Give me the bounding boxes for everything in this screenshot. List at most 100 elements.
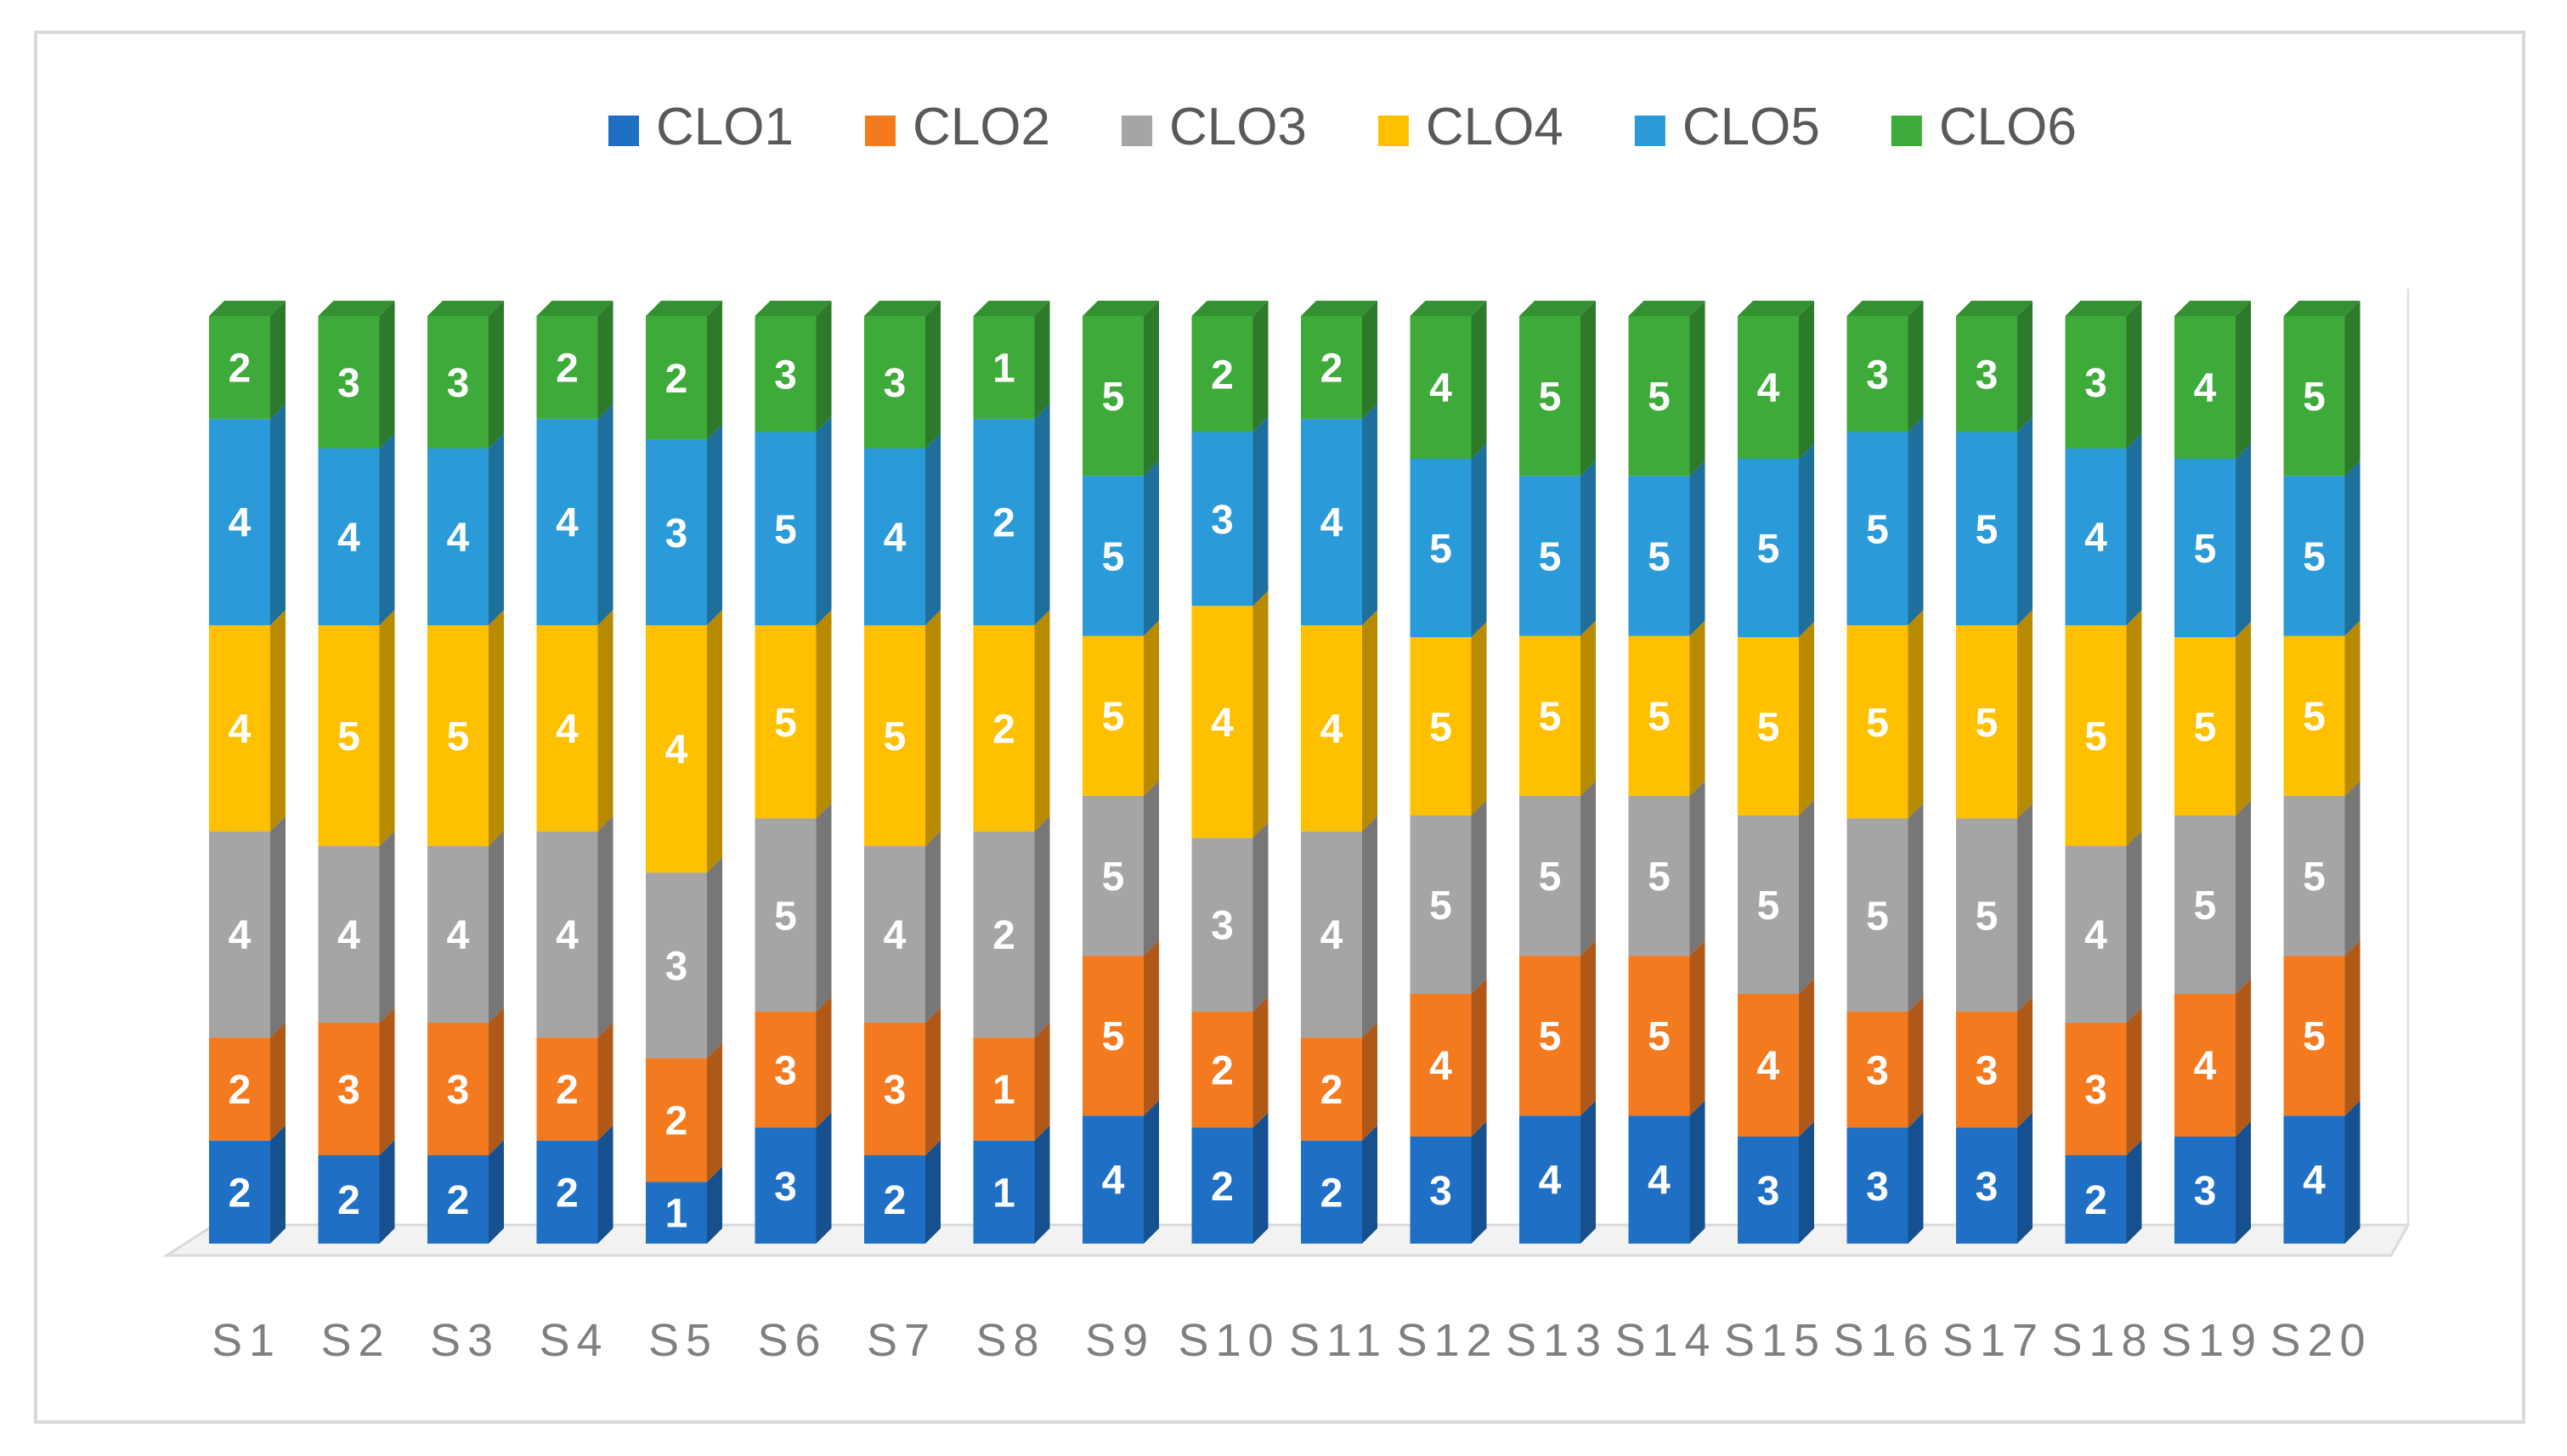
data-label: 2 bbox=[229, 347, 252, 392]
bar-segment-s7-clo5: 4 bbox=[864, 433, 941, 625]
bar-top-face bbox=[2283, 301, 2361, 316]
data-label: 4 bbox=[556, 913, 579, 958]
bar-stack-s7: 2 3 4 5 4 3 bbox=[864, 301, 941, 1244]
data-label: 3 bbox=[665, 511, 688, 556]
bar-front-face bbox=[1738, 316, 1799, 459]
bar-side-face bbox=[2017, 803, 2033, 1012]
bar-front-face bbox=[646, 872, 707, 1058]
bar-side-face bbox=[925, 301, 941, 449]
bar-side-face bbox=[597, 1125, 613, 1244]
bar-front-face bbox=[864, 449, 925, 625]
bar-segment-s6-clo3: 5 bbox=[755, 803, 832, 1012]
bar-side-face bbox=[1034, 610, 1050, 832]
bar-front-face bbox=[646, 439, 707, 625]
data-label: 2 bbox=[229, 1171, 252, 1216]
data-label: 5 bbox=[1866, 894, 1889, 939]
bars: 2 2 4 4 4 2 2 3 4 5 4 3 2 3 4 5 4 3 2 2 4 4 4 2 1 2 3 4 3 2 3 3 5 5 5 3 2 3 4 5… bbox=[209, 301, 2361, 1244]
data-label: 3 bbox=[1866, 1165, 1889, 1210]
bar-side-face bbox=[1034, 1125, 1050, 1244]
bar-side-face bbox=[2344, 301, 2361, 477]
bar-segment-s4-clo3: 4 bbox=[536, 815, 613, 1038]
bar-side-face bbox=[2344, 460, 2361, 636]
bar-side-face bbox=[270, 1125, 286, 1244]
bar-segment-s8-clo4: 2 bbox=[973, 610, 1050, 832]
bar-segment-s16-clo2: 3 bbox=[1846, 996, 1924, 1128]
bar-stack-s11: 2 2 4 4 4 2 bbox=[1301, 301, 1377, 1244]
bar-segment-s13-clo6: 5 bbox=[1519, 301, 1596, 477]
bar-side-face bbox=[1580, 460, 1596, 636]
bar-stack-s3: 2 3 4 5 4 3 bbox=[427, 301, 504, 1244]
bar-segment-s15-clo1: 3 bbox=[1738, 1121, 1814, 1244]
bar-segment-s17-clo6: 3 bbox=[1956, 301, 2033, 432]
bar-front-face bbox=[427, 1155, 489, 1244]
bar-side-face bbox=[707, 857, 722, 1058]
bar-front-face bbox=[209, 1140, 270, 1244]
bar-front-face bbox=[2283, 476, 2345, 636]
data-label: 2 bbox=[1320, 1068, 1343, 1113]
bar-segment-s19-clo3: 5 bbox=[2174, 800, 2251, 994]
bar-segment-s2-clo2: 3 bbox=[318, 1007, 395, 1155]
data-label: 4 bbox=[1757, 1044, 1780, 1089]
data-label: 4 bbox=[1320, 913, 1343, 958]
data-label: 5 bbox=[1102, 1014, 1125, 1059]
bar-stack-s14: 4 5 5 5 5 5 bbox=[1628, 301, 1705, 1244]
x-tick-label: S19 bbox=[2161, 1315, 2263, 1366]
bar-front-face bbox=[1083, 956, 1144, 1116]
bar-front-face bbox=[1410, 459, 1472, 637]
bar-front-face bbox=[318, 846, 380, 1023]
data-label: 2 bbox=[665, 357, 688, 402]
bar-side-face bbox=[816, 416, 832, 625]
bar-side-face bbox=[489, 1140, 504, 1244]
bar-side-face bbox=[1144, 620, 1159, 796]
bar-front-face bbox=[2065, 1023, 2127, 1155]
legend-item-clo3: CLO3 bbox=[1121, 98, 1307, 156]
bar-front-face bbox=[1083, 476, 1144, 636]
bar-side-face bbox=[707, 610, 722, 873]
bar-segment-s15-clo4: 5 bbox=[1738, 622, 1814, 815]
bar-segment-s20-clo2: 5 bbox=[2283, 940, 2361, 1116]
x-tick-label: S7 bbox=[867, 1315, 936, 1366]
bar-side-face bbox=[2126, 301, 2142, 449]
bar-front-face bbox=[1083, 635, 1144, 796]
bar-side-face bbox=[597, 301, 613, 420]
bar-segment-s15-clo6: 4 bbox=[1738, 301, 1814, 459]
bar-segment-s3-clo6: 3 bbox=[427, 301, 504, 449]
bar-stack-s17: 3 3 5 5 5 3 bbox=[1956, 301, 2033, 1244]
bar-front-face bbox=[1410, 1137, 1472, 1244]
bar-segment-s20-clo6: 5 bbox=[2283, 301, 2361, 477]
bar-front-face bbox=[646, 1058, 707, 1182]
bar-side-face bbox=[597, 815, 613, 1038]
bar-front-face bbox=[755, 432, 817, 625]
bar-segment-s5-clo2: 2 bbox=[646, 1042, 722, 1182]
bar-side-face bbox=[1252, 416, 1269, 607]
x-tick-label: S16 bbox=[1833, 1315, 1935, 1366]
bar-front-face bbox=[1301, 831, 1362, 1038]
data-label: 4 bbox=[337, 913, 360, 958]
bar-front-face bbox=[427, 846, 489, 1023]
bar-side-face bbox=[270, 1022, 286, 1141]
bar-side-face bbox=[1144, 301, 1159, 477]
bar-top-face bbox=[1628, 301, 1705, 316]
bar-side-face bbox=[1362, 1022, 1377, 1141]
bar-front-face bbox=[1301, 1140, 1362, 1244]
data-label: 5 bbox=[1539, 855, 1562, 900]
bar-side-face bbox=[2017, 416, 2033, 625]
data-label: 3 bbox=[774, 1165, 797, 1210]
bar-front-face bbox=[427, 316, 489, 449]
bar-front-face bbox=[1628, 956, 1690, 1116]
bar-front-face bbox=[1519, 316, 1580, 477]
bar-stack-s12: 3 4 5 5 5 4 bbox=[1410, 301, 1487, 1244]
bar-segment-s17-clo5: 5 bbox=[1956, 416, 2033, 625]
bar-side-face bbox=[925, 433, 941, 625]
bar-front-face bbox=[2174, 994, 2236, 1137]
bar-segment-s4-clo1: 2 bbox=[536, 1125, 613, 1244]
bar-front-face bbox=[1738, 459, 1799, 637]
data-label: 2 bbox=[992, 501, 1015, 546]
bar-stack-s19: 3 4 5 5 5 4 bbox=[2174, 301, 2251, 1244]
bar-side-face bbox=[270, 815, 286, 1038]
bar-front-face bbox=[1410, 637, 1472, 815]
data-label: 3 bbox=[447, 361, 470, 406]
data-label: 5 bbox=[2303, 375, 2326, 420]
bar-segment-s18-clo6: 3 bbox=[2065, 301, 2142, 449]
x-axis-ticks: S1 S2 S3 S4 S5 S6 S7 S8 S9 S10 S11 S12 S13 S14 S15 S16 S… bbox=[212, 1315, 2366, 1366]
